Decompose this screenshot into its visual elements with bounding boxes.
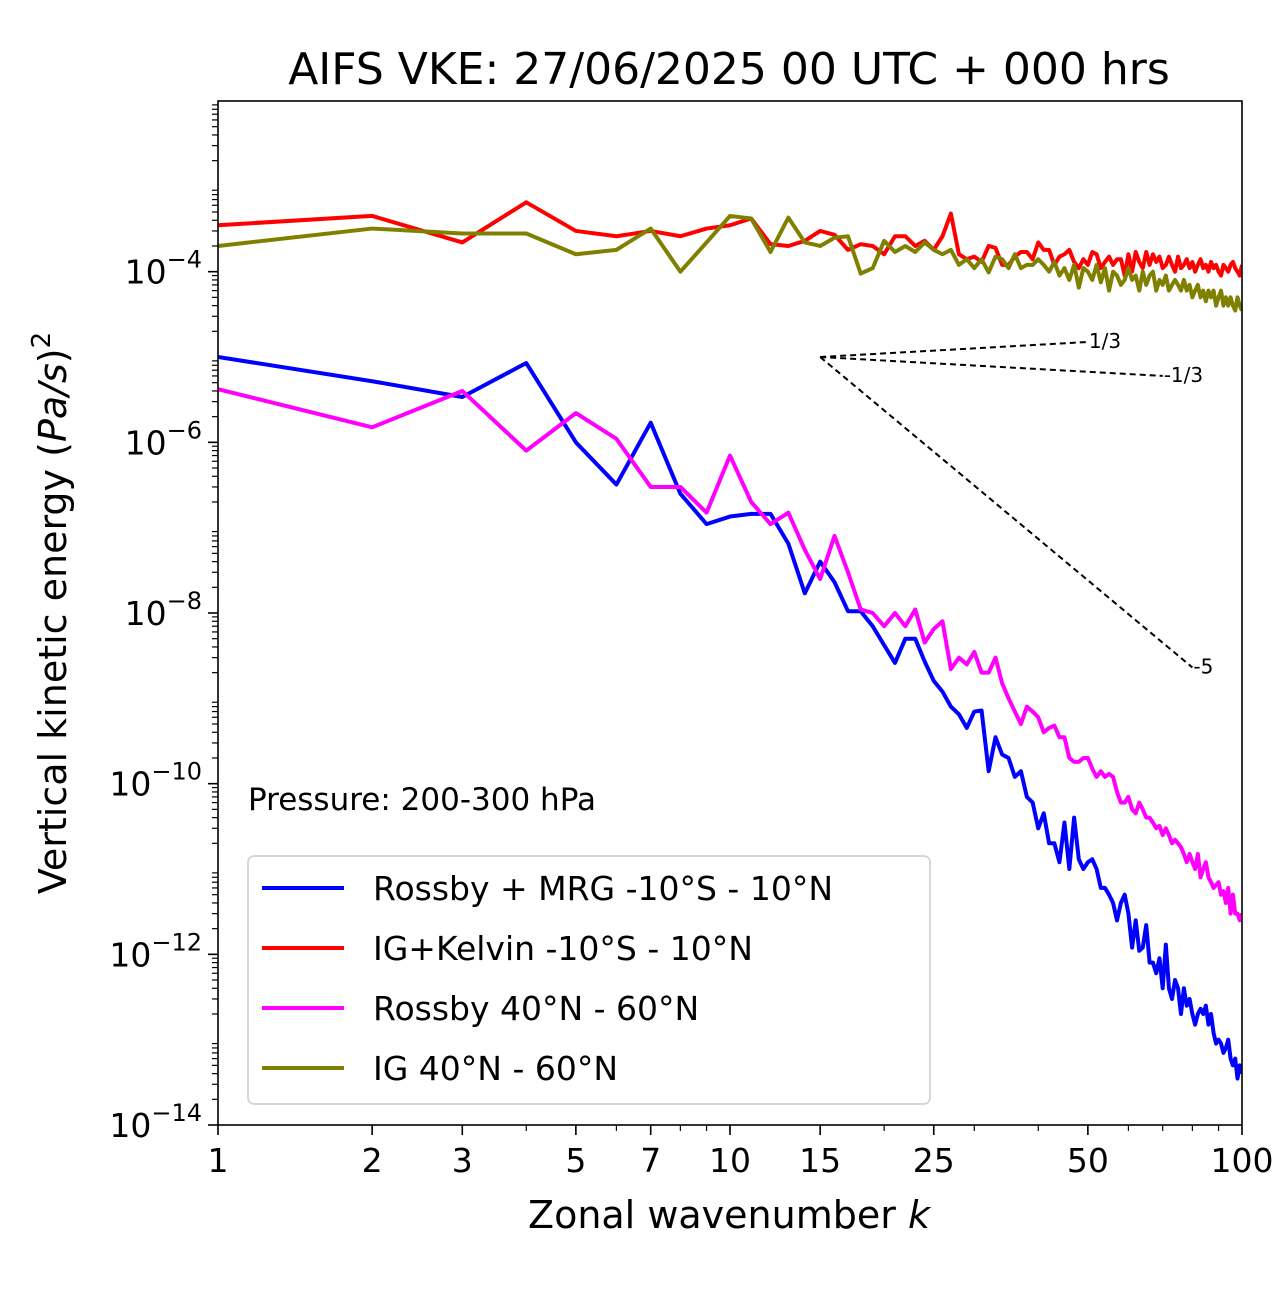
slope-label-1: 1/3 [1089, 329, 1121, 353]
slope-label-2: -1/3 [1164, 363, 1203, 387]
slope-line-3 [819, 356, 1194, 669]
slope-line-2 [820, 356, 1163, 377]
legend-label-1: Rossby + MRG -10°S - 10°N [373, 869, 833, 908]
slope-label-3: -5 [1193, 654, 1213, 678]
legend: Rossby + MRG -10°S - 10°N IG+Kelvin -10°S… [247, 855, 931, 1105]
x-tick-label: 1 [208, 1141, 229, 1180]
series-line-1 [218, 355, 1242, 1081]
legend-label-4: IG 40°N - 60°N [373, 1049, 618, 1088]
series-line-3 [218, 387, 1242, 923]
x-tick-label: 5 [565, 1141, 586, 1180]
legend-label-2: IG+Kelvin -10°S - 10°N [373, 929, 753, 968]
x-tick-label: 15 [799, 1141, 841, 1180]
x-tick-label: 25 [913, 1141, 955, 1180]
pressure-annotation: Pressure: 200-300 hPa [248, 782, 596, 818]
y-tick-label: 10−10 [109, 758, 202, 804]
y-axis-label: Vertical kinetic energy (Pa/s)2 [27, 332, 75, 894]
y-tick-label: 10−4 [125, 246, 202, 292]
slope-line-1 [820, 340, 1088, 358]
x-tick-label: 10 [709, 1141, 751, 1180]
y-tick-label: 10−12 [109, 928, 202, 974]
series-layer [218, 200, 1242, 1081]
x-tick-label: 3 [452, 1141, 473, 1180]
x-axis-label: Zonal wavenumber k [528, 1193, 932, 1237]
reference-slopes: 1/3 -1/3 -5 [819, 329, 1213, 678]
x-tick-label: 100 [1211, 1141, 1274, 1180]
x-tick-label: 50 [1067, 1141, 1109, 1180]
chart-title: AIFS VKE: 27/06/2025 00 UTC + 000 hrs [288, 44, 1170, 95]
legend-label-3: Rossby 40°N - 60°N [373, 989, 699, 1028]
legend-box [247, 855, 931, 1105]
y-tick-label: 10−6 [125, 416, 202, 462]
series-line-4 [218, 213, 1242, 313]
x-axis-ticks: 1 2 3 5 7 10 15 25 50 100 [208, 1125, 1274, 1180]
y-tick-label: 10−14 [109, 1099, 202, 1145]
y-tick-label: 10−8 [125, 587, 202, 633]
x-tick-label: 7 [640, 1141, 661, 1180]
series-line-2 [218, 200, 1242, 278]
x-tick-label: 2 [362, 1141, 383, 1180]
y-axis-ticks: 10−14 10−12 10−10 10−8 10−6 10−4 [109, 104, 218, 1145]
